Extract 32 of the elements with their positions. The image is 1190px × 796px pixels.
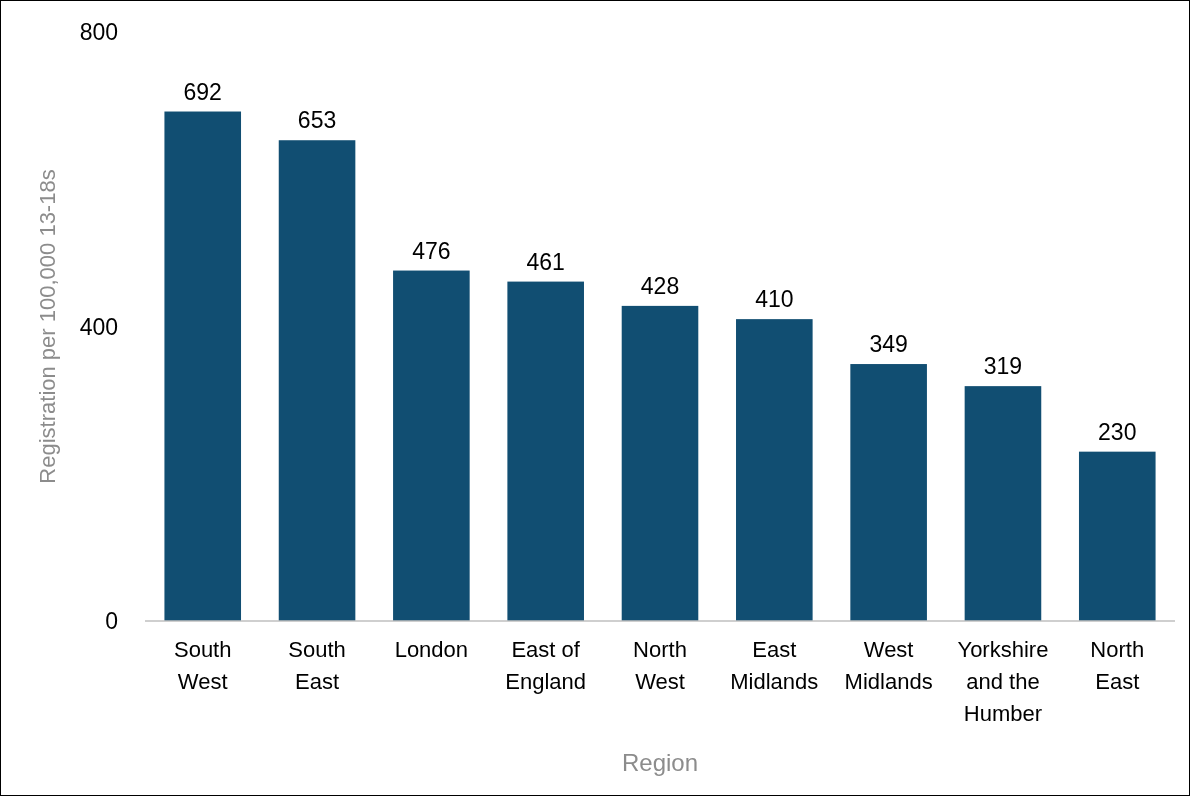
x-tick-label: West Midlands — [844, 637, 933, 694]
bar — [278, 140, 356, 621]
data-label: 428 — [640, 272, 680, 299]
data-label: 319 — [983, 353, 1023, 380]
x-tick-label: Yorkshire and the Humber — [957, 637, 1049, 726]
y-tick-label: 0 — [105, 608, 118, 634]
bar — [164, 111, 242, 621]
data-label: 692 — [183, 78, 222, 105]
data-label: 349 — [869, 331, 908, 358]
bar — [621, 305, 699, 621]
x-tick-label: North West — [633, 637, 687, 694]
x-tick-label: South West — [173, 637, 232, 694]
data-label: 461 — [526, 248, 565, 275]
y-tick-label: 400 — [79, 313, 118, 340]
y-axis-title: Registration per 100,000 13-18s — [35, 169, 60, 484]
x-tick-label: South East — [288, 637, 346, 694]
bar — [393, 270, 470, 621]
x-tick-label: London — [394, 637, 469, 662]
x-tick-label: East Midlands — [730, 637, 819, 694]
data-label: 653 — [297, 107, 337, 134]
bar — [736, 319, 813, 621]
x-axis-title: Region — [621, 749, 699, 776]
y-tick-label: 800 — [79, 19, 118, 45]
bar — [850, 364, 927, 621]
data-label: 410 — [755, 286, 794, 313]
data-label: 476 — [412, 237, 451, 264]
bar — [1078, 451, 1156, 621]
data-label: 230 — [1098, 418, 1137, 445]
x-tick-label: North East — [1090, 637, 1145, 694]
bar — [507, 281, 584, 621]
x-tick-label: East of England — [505, 637, 587, 694]
bar — [964, 386, 1042, 621]
